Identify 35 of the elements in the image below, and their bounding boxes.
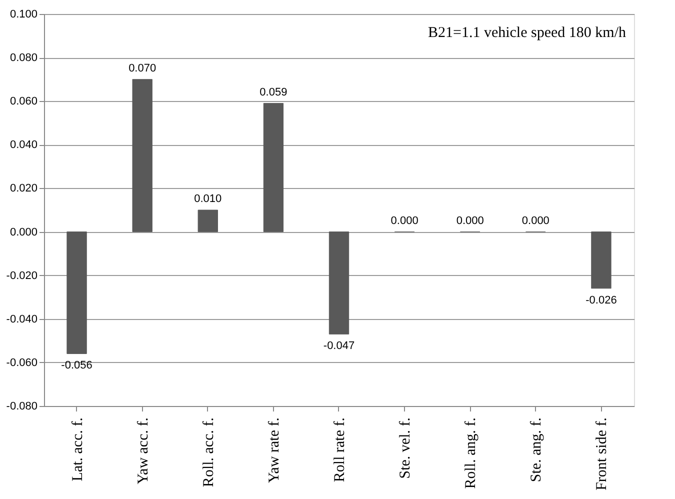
x-tick-label: Ste. ang. f. [528, 418, 545, 482]
y-tick-label: -0.080 [6, 400, 38, 412]
data-label: 0.070 [128, 62, 156, 74]
bar [591, 232, 612, 289]
data-label: -0.047 [323, 340, 355, 352]
bar [66, 232, 87, 354]
x-tick-label: Roll. acc. f. [200, 418, 217, 488]
x-tick-label: Front side f. [594, 418, 610, 490]
x-tick-label: Yaw acc. f. [135, 418, 152, 484]
y-tick-label: 0.000 [10, 226, 38, 238]
data-label: -0.056 [61, 360, 92, 372]
x-tick-label: Roll. ang. f. [463, 418, 480, 489]
bar [263, 103, 284, 232]
data-label: 0.000 [456, 214, 484, 227]
y-tick-label: -0.020 [6, 270, 38, 282]
x-tick-label: Lat. acc. f. [70, 418, 86, 482]
data-label: 0.010 [194, 193, 222, 205]
bar [132, 79, 152, 232]
x-tick-label: Roll rate f. [332, 418, 348, 482]
x-tick-label: Ste. vel. f. [398, 418, 414, 479]
y-tick-label: 0.060 [10, 96, 38, 108]
data-label: -0.026 [586, 294, 617, 306]
y-tick-label: 0.040 [10, 139, 38, 152]
bar [328, 232, 350, 334]
data-label: 0.059 [260, 86, 288, 98]
annotation: B21=1.1 vehicle speed 180 km/h [428, 25, 626, 41]
y-tick-label: 0.020 [10, 182, 38, 195]
y-tick-label: 0.100 [10, 8, 38, 20]
x-tick-label: Yaw rate f. [266, 418, 282, 484]
y-tick-label: 0.080 [10, 52, 38, 64]
y-tick-label: -0.060 [6, 356, 38, 369]
bar [198, 210, 218, 232]
y-tick-label: -0.040 [6, 313, 38, 326]
data-label: 0.000 [390, 214, 418, 227]
data-label: 0.000 [522, 214, 550, 227]
